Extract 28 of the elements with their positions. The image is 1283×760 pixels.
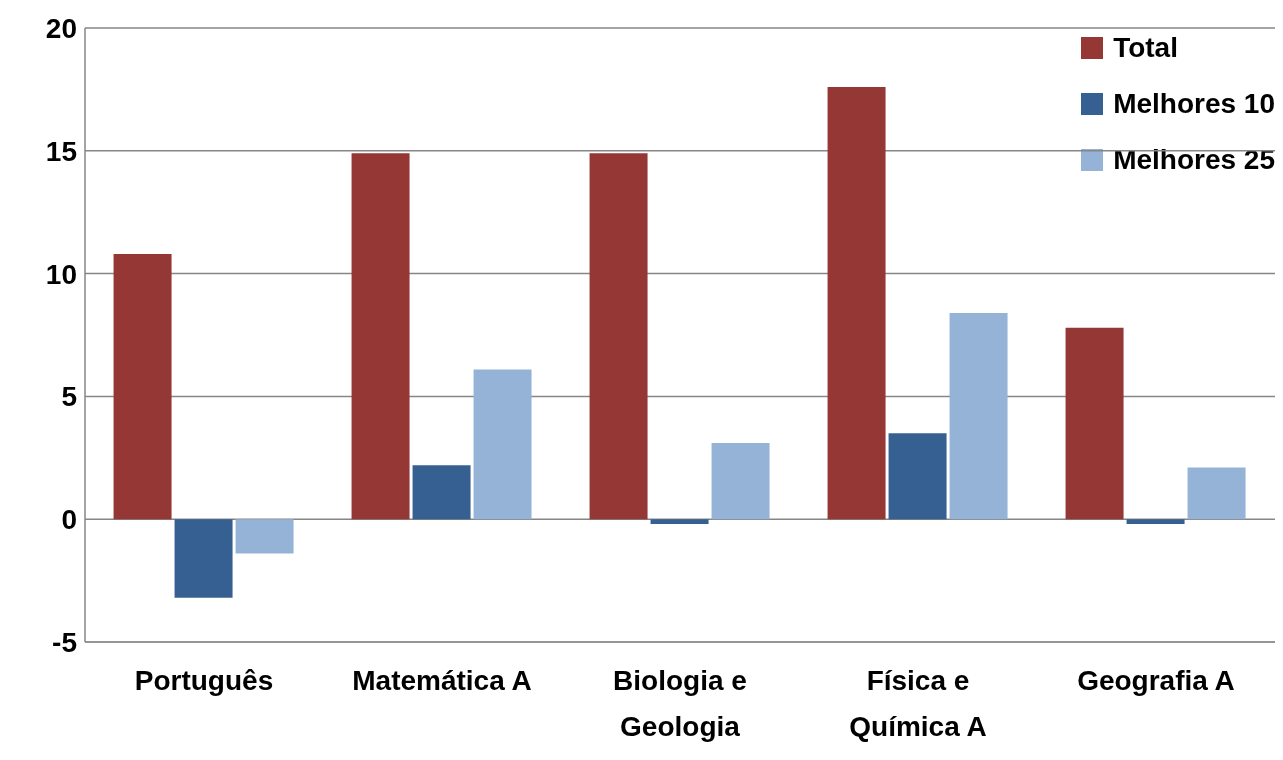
bar <box>589 153 648 520</box>
bar <box>949 312 1008 520</box>
bar <box>412 465 471 520</box>
y-tick-label: 0 <box>61 504 77 536</box>
bar <box>1065 327 1124 520</box>
y-tick-label: 5 <box>61 381 77 413</box>
x-tick-label: Biologia e Geologia <box>613 665 747 742</box>
x-tick-label: Física e Química A <box>849 665 987 742</box>
bar <box>1187 467 1246 520</box>
bar <box>827 86 886 520</box>
y-tick-label: 20 <box>45 12 77 44</box>
bar <box>711 443 770 520</box>
bar <box>650 519 709 525</box>
y-tick-label: 15 <box>45 135 77 167</box>
bar <box>235 519 294 554</box>
x-tick-label: Matemática A <box>352 665 532 696</box>
y-tick-label: -5 <box>52 626 77 658</box>
y-tick-label: 10 <box>45 258 77 290</box>
legend-label: Total <box>1113 32 1178 64</box>
bar <box>174 519 233 598</box>
bar <box>113 253 172 520</box>
legend-label: Melhores 10 <box>1113 88 1275 120</box>
bar <box>1126 519 1185 525</box>
bar <box>888 433 947 520</box>
bar <box>351 153 410 520</box>
x-tick-label: Geografia A <box>1077 665 1235 696</box>
x-tick-label: Português <box>134 665 274 696</box>
bar <box>473 369 532 520</box>
